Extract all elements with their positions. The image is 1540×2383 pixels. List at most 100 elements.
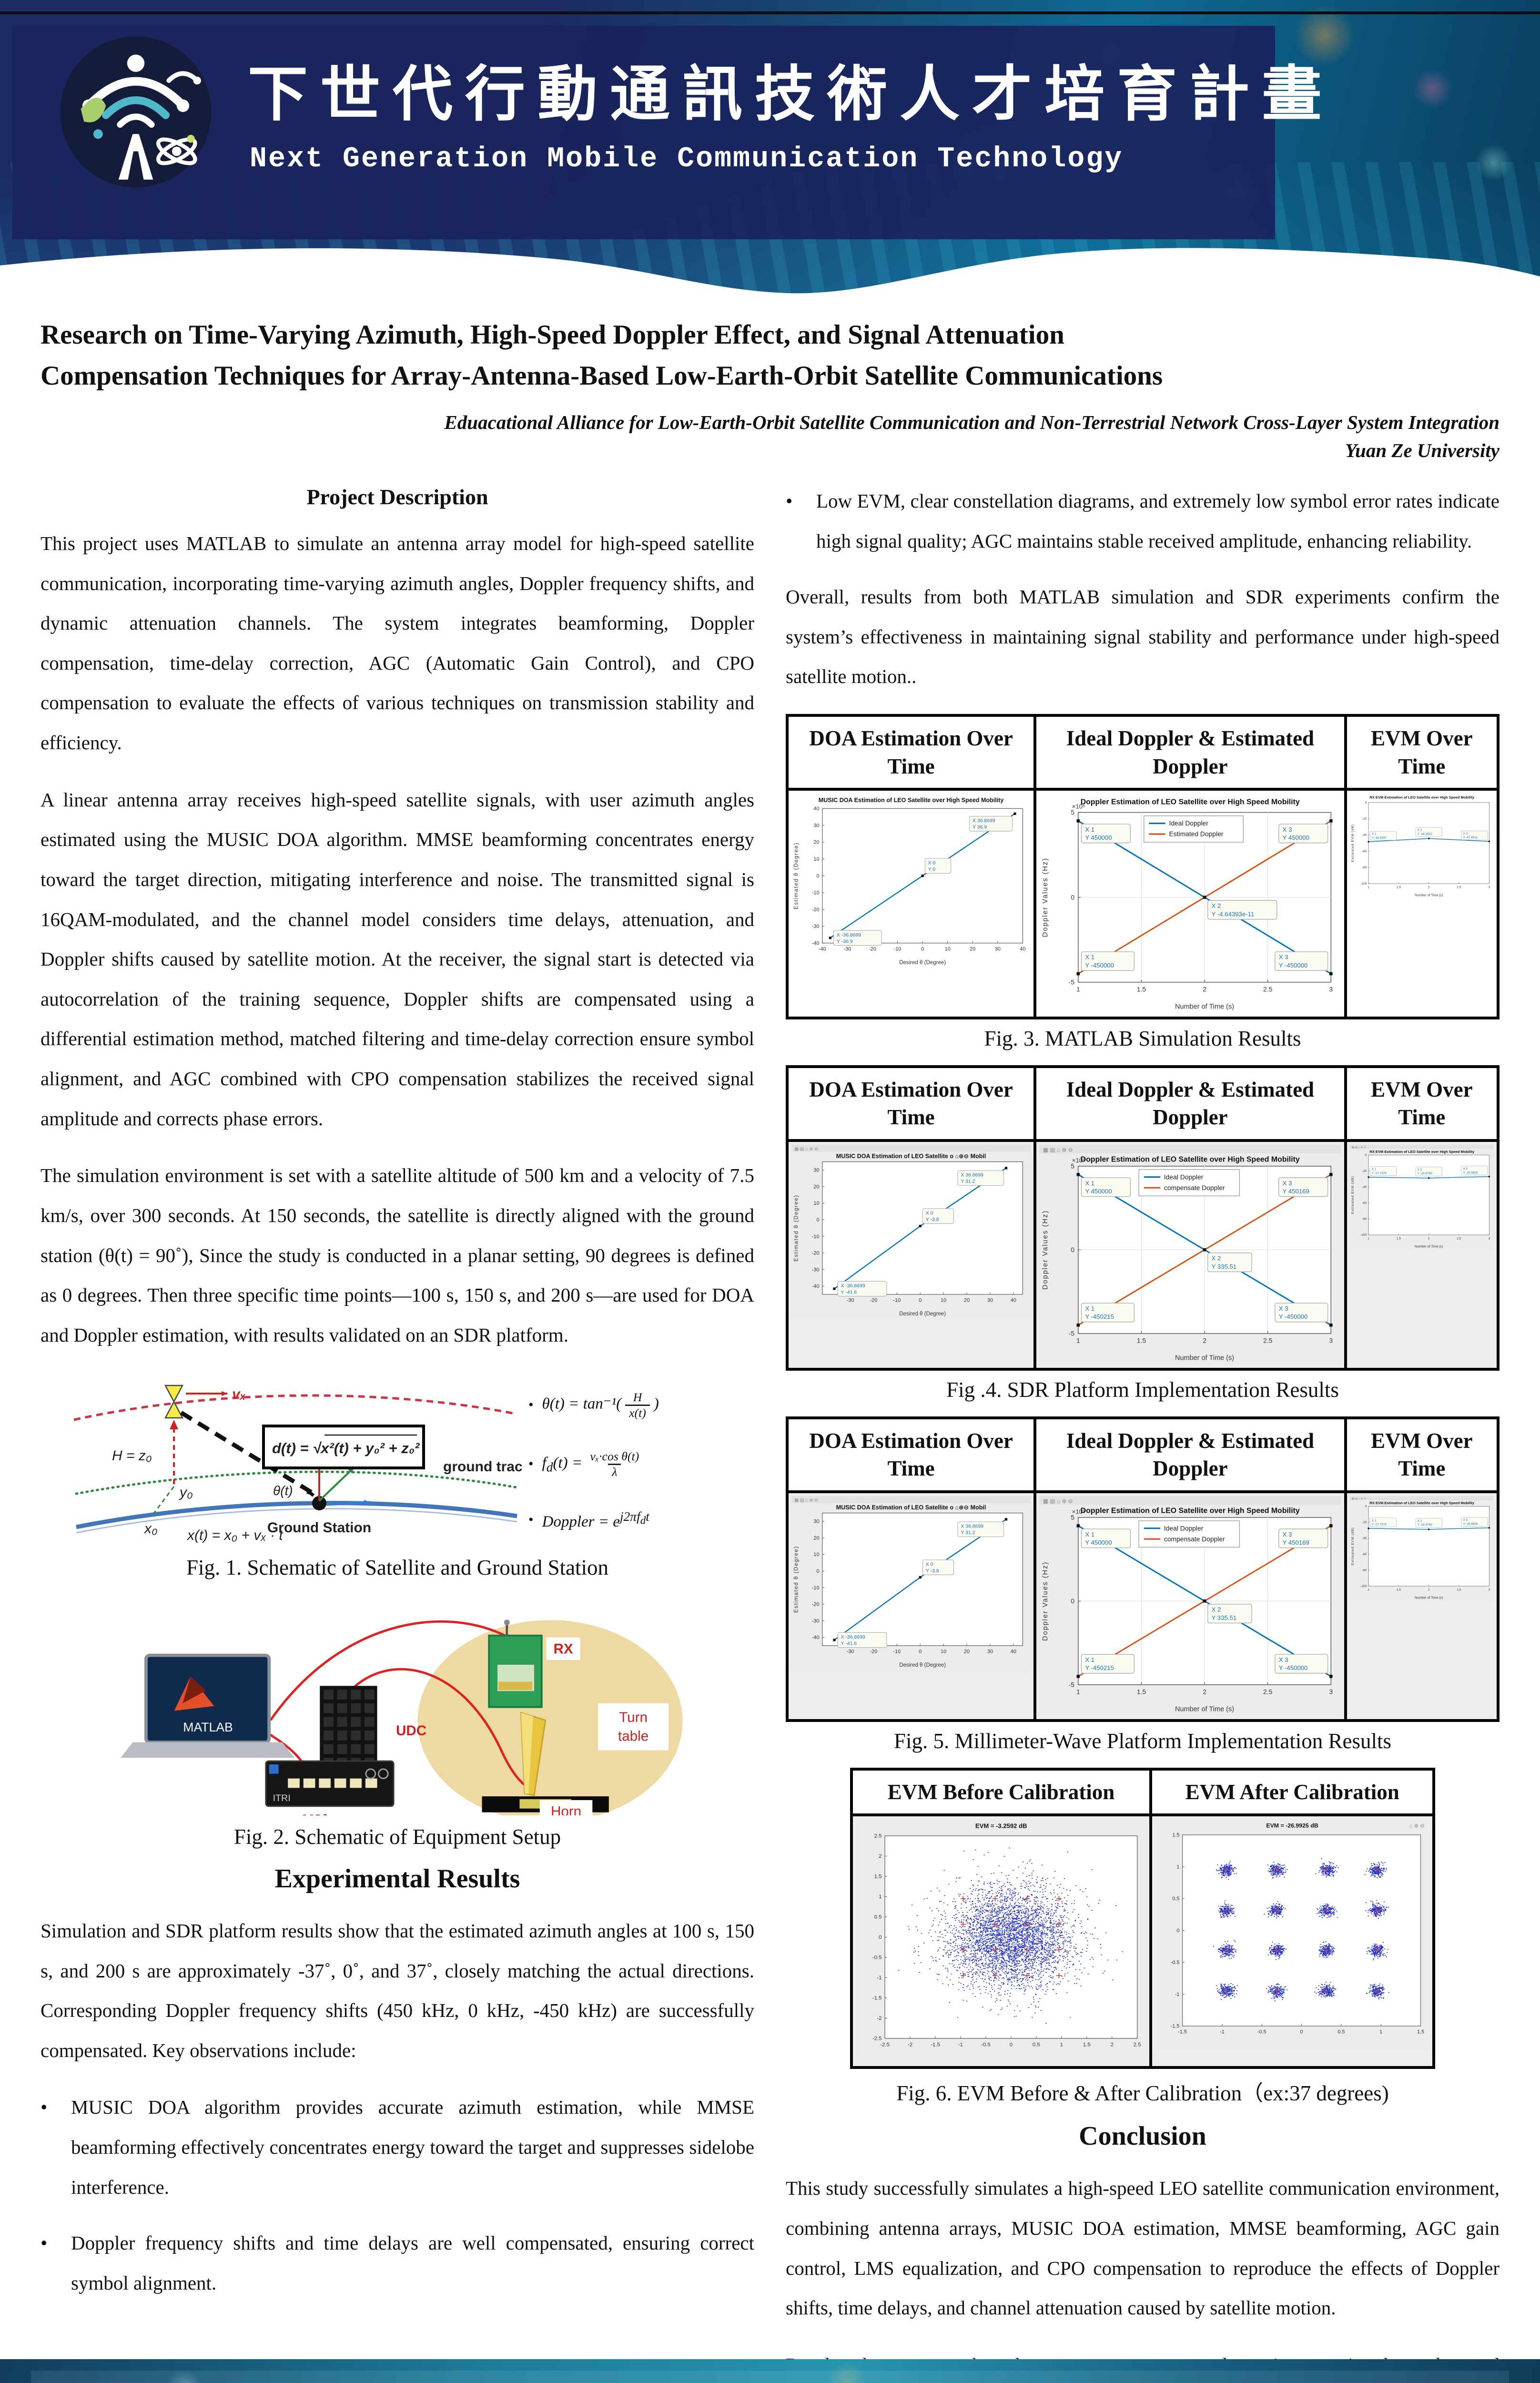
svg-text:3: 3 <box>1488 886 1490 889</box>
svg-text:-40: -40 <box>1362 1537 1367 1540</box>
svg-text:Y -450215: Y -450215 <box>1085 1664 1114 1671</box>
svg-text:-100: -100 <box>1360 882 1367 886</box>
svg-text:-2.5: -2.5 <box>880 2042 890 2047</box>
doa-sdr-chart: ▦ ▤ ⌂ ⊕ ⊖ -30 -20 -10 0 10 20 30 40 30 20 10 0 -10 -20… <box>791 1144 1031 1319</box>
fig4-header-doa: DOA Estimation Over Time <box>785 1065 1037 1142</box>
program-title-chinese: 下世代行動通訊技術人才培育計畫 <box>248 59 1334 129</box>
svg-text:10: 10 <box>813 856 819 862</box>
svg-text:-2.5: -2.5 <box>872 2036 882 2042</box>
svg-text:▦ ▤ ⌂ ⊕ ⊖: ▦ ▤ ⌂ ⊕ ⊖ <box>1351 1497 1366 1500</box>
svg-text:20: 20 <box>813 1184 819 1190</box>
svg-text:▦ ▤ ⌂ ⊕ ⊖: ▦ ▤ ⌂ ⊕ ⊖ <box>1351 1146 1366 1149</box>
svg-text:Y 450000: Y 450000 <box>1085 834 1112 841</box>
svg-text:Y -450000: Y -450000 <box>1279 1313 1308 1320</box>
svg-text:2.5: 2.5 <box>1263 1337 1273 1344</box>
svg-text:-5: -5 <box>1069 1329 1075 1337</box>
svg-text:-10: -10 <box>893 1297 901 1303</box>
svg-text:Y -3.8: Y -3.8 <box>926 1568 939 1574</box>
svg-text:0: 0 <box>1010 2042 1013 2047</box>
svg-text:Y -450000: Y -450000 <box>1085 962 1114 969</box>
svg-text:3: 3 <box>1329 1337 1333 1344</box>
svg-text:5: 5 <box>1071 1162 1074 1170</box>
svg-text:-5: -5 <box>1069 1680 1075 1688</box>
svg-text:-10: -10 <box>893 1649 901 1654</box>
fig4-evm-plot-cell: ▦ ▤ ⌂ ⊕ ⊖ 1 1.5 2 2.5 3 0 -20 -40 -60 -80 -100 Numbe… <box>1344 1139 1500 1371</box>
svg-text:X 2: X 2 <box>1212 1606 1221 1613</box>
svg-text:Doppler Estimation of LEO Sate: Doppler Estimation of LEO Satellite over… <box>1081 1155 1300 1163</box>
svg-text:Y 335.51: Y 335.51 <box>1212 1614 1237 1621</box>
figure-6-caption: Fig. 6. EVM Before & After Calibration（e… <box>896 2081 1389 2106</box>
svg-text:▦ ▤ ⌂ ⊕ ⊖: ▦ ▤ ⌂ ⊕ ⊖ <box>1043 1497 1073 1504</box>
svg-text:-80: -80 <box>1362 1568 1367 1572</box>
fig3-header-doa: DOA Estimation Over Time <box>785 714 1037 791</box>
svg-text:10: 10 <box>941 1649 946 1654</box>
svg-text:Ideal Doppler: Ideal Doppler <box>1164 1173 1204 1181</box>
svg-text:30: 30 <box>987 1297 993 1303</box>
svg-text:2.5: 2.5 <box>1457 886 1461 889</box>
svg-text:1: 1 <box>1076 986 1080 993</box>
svg-text:X 1: X 1 <box>1085 1305 1094 1312</box>
svg-text:Desired θ (Degree): Desired θ (Degree) <box>899 1311 946 1317</box>
svg-text:×10⁵: ×10⁵ <box>1072 1157 1085 1164</box>
svg-text:-0.5: -0.5 <box>872 1955 882 1961</box>
svg-text:X -36.8699: X -36.8699 <box>841 1283 865 1289</box>
svg-text:θ(t): θ(t) <box>273 1483 293 1498</box>
fig4-header-doppler: Ideal Doppler & Estimated Doppler <box>1033 1065 1347 1142</box>
svg-text:-40: -40 <box>812 1635 820 1640</box>
svg-text:-30: -30 <box>844 947 851 952</box>
figure-6-table: EVM Before Calibration EVM After Calibra… <box>850 1767 1436 2069</box>
svg-text:Y -44.3552: Y -44.3552 <box>1417 833 1432 836</box>
alliance-name: Eduacational Alliance for Low-Earth-Orbi… <box>444 411 1499 433</box>
svg-text:X -36.8699: X -36.8699 <box>837 933 861 938</box>
svg-text:Doppler Values (Hz): Doppler Values (Hz) <box>1042 1210 1049 1290</box>
program-logo-icon <box>60 36 212 188</box>
svg-text:X 1: X 1 <box>1372 1168 1377 1171</box>
svg-text:X 0: X 0 <box>926 1211 933 1216</box>
svg-text:X 1: X 1 <box>1085 1531 1094 1538</box>
svg-text:0: 0 <box>816 1568 819 1574</box>
svg-text:1: 1 <box>1379 2029 1382 2035</box>
satellite-ground-station-diagram: vₓ H = z₀ d(t) = √x²(t) + y₀² + z₀² y₀ θ(t) x… <box>73 1385 522 1543</box>
svg-text:2.5: 2.5 <box>1134 2042 1141 2047</box>
svg-text:MUSIC DOA Estimation of LEO Sa: MUSIC DOA Estimation of LEO Satellite o … <box>836 1153 986 1160</box>
wave-divider <box>0 248 1540 295</box>
fig5-doppler-plot-cell: ▦ ▤ ⌂ ⊕ ⊖ 1 1.5 2 2.5 3 5 0 -5 Number of Time (s)… <box>1033 1490 1347 1722</box>
svg-text:x(t) = x₀ + vₓ · t: x(t) = x₀ + vₓ · t <box>186 1528 284 1543</box>
svg-text:X 2: X 2 <box>1417 829 1422 832</box>
svg-text:Y -3.8: Y -3.8 <box>926 1217 939 1222</box>
svg-text:40: 40 <box>1011 1297 1016 1303</box>
svg-text:-100: -100 <box>1360 1585 1367 1588</box>
overall-paragraph: Overall, results from both MATLAB simula… <box>786 586 1499 688</box>
svg-text:-30: -30 <box>812 1267 820 1273</box>
svg-text:-40: -40 <box>1362 1186 1367 1189</box>
svg-text:0: 0 <box>816 873 819 879</box>
svg-text:-20: -20 <box>1362 1521 1367 1524</box>
doppler-sim-chart: 1 1.5 2 2.5 3 5 0 -5 Number of Time (s) Doppler V… <box>1039 794 1341 1014</box>
svg-text:Estimated θ (Degree): Estimated θ (Degree) <box>794 1546 800 1613</box>
svg-text:2.5: 2.5 <box>1263 1688 1273 1695</box>
svg-text:-30: -30 <box>812 924 820 929</box>
svg-text:-10: -10 <box>812 1234 820 1240</box>
svg-text:10: 10 <box>813 1201 819 1206</box>
svg-text:X 3: X 3 <box>1283 1530 1292 1538</box>
university-name: Yuan Ze University <box>1345 439 1499 462</box>
svg-text:y₀: y₀ <box>179 1485 193 1500</box>
svg-text:10: 10 <box>813 1552 819 1558</box>
svg-text:2.5: 2.5 <box>1263 986 1273 993</box>
svg-text:-30: -30 <box>847 1297 854 1303</box>
observation-bullet-1: • MUSIC DOA algorithm provides accurate … <box>41 2096 754 2198</box>
svg-text:▦ ▤ ⌂ ⊕ ⊖: ▦ ▤ ⌂ ⊕ ⊖ <box>1043 1146 1073 1153</box>
svg-text:Doppler Estimation of LEO Sate: Doppler Estimation of LEO Satellite over… <box>1081 1507 1300 1515</box>
svg-text:MUSIC DOA Estimation of LEO Sa: MUSIC DOA Estimation of LEO Satellite o … <box>836 1504 986 1511</box>
fig6-header-before: EVM Before Calibration <box>850 1767 1153 1817</box>
svg-text:-20: -20 <box>869 947 876 952</box>
svg-text:3: 3 <box>1488 1237 1490 1240</box>
svg-text:Y -4.64393e-11: Y -4.64393e-11 <box>1212 910 1255 917</box>
svg-text:RX EVM Estimation of LEO Satel: RX EVM Estimation of LEO Satellite over … <box>1369 795 1475 800</box>
svg-text:1: 1 <box>1368 1237 1369 1240</box>
svg-text:d(t) = √x²(t) + y₀² + z₀²: d(t) = √x²(t) + y₀² + z₀² <box>272 1440 420 1456</box>
fig5-header-doppler: Ideal Doppler & Estimated Doppler <box>1033 1416 1347 1493</box>
right-column: • Low EVM, clear constellation diagrams,… <box>785 481 1500 2383</box>
svg-text:-40: -40 <box>812 1283 820 1289</box>
